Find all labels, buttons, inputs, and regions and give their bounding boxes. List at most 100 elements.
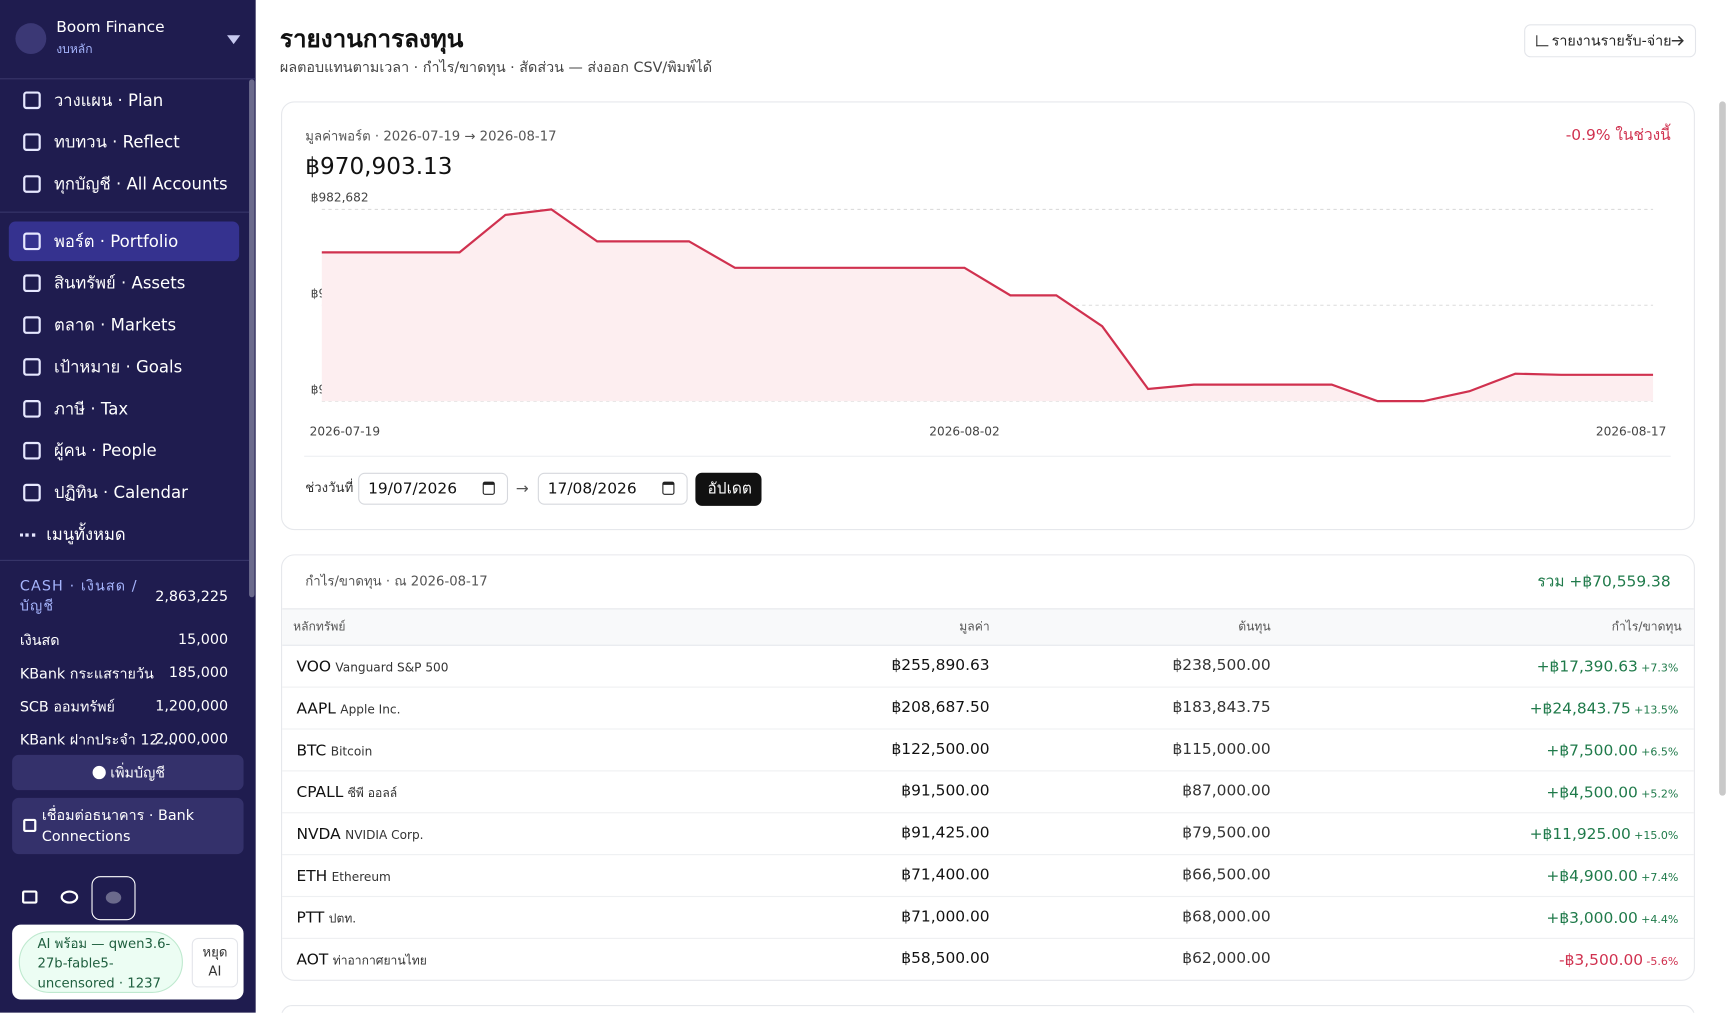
pnl-card <box>281 554 1695 981</box>
calendar-icon <box>482 481 495 495</box>
pnl-percent: +7.4% <box>1641 872 1679 885</box>
pnl-percent: -5.6% <box>1646 956 1679 969</box>
security: PTT ปตท. <box>296 906 356 928</box>
ai-stop-button[interactable] <box>191 937 239 988</box>
security: VOO Vanguard S&P 500 <box>296 655 448 676</box>
nav-item[interactable]: ภาษี · Tax <box>53 398 129 419</box>
symbol: BTC <box>296 742 327 760</box>
security: CPALL ซีพี ออลล์ <box>296 780 397 802</box>
chat-button[interactable] <box>91 876 136 921</box>
column-header: หลักทรัพย์ <box>293 619 346 634</box>
nav-item[interactable]: วางแผน · Plan <box>53 90 164 111</box>
pnl-percent: +7.3% <box>1641 662 1679 675</box>
pnl-caption: กำไร/ขาดทุน · ณ 2026-08-17 <box>305 573 488 590</box>
column-header: มูลค่า <box>959 619 990 634</box>
account-amount: 185,000 <box>168 665 229 682</box>
divider <box>0 78 256 80</box>
account-amount: 2,000,000 <box>155 731 229 748</box>
symbol: ETH <box>296 867 328 886</box>
row-divider <box>282 770 1694 772</box>
nav-active <box>8 221 240 262</box>
area <box>321 209 1654 402</box>
nav-more[interactable]: เมนูทั้งหมด <box>46 524 126 545</box>
nav-item[interactable]: ทุกบัญชี · All Accounts <box>53 174 228 194</box>
ai-stop[interactable]: หยุด AI <box>202 944 228 979</box>
more-icon <box>19 533 36 537</box>
column-header: กำไร/ขาดทุน <box>1611 619 1682 634</box>
cost: ฿68,000.00 <box>1182 908 1271 926</box>
date-to: 17/08/2026 <box>547 480 637 499</box>
nav-icon <box>23 133 41 151</box>
bank-icon <box>23 818 37 833</box>
row-divider <box>282 728 1694 730</box>
next-card <box>281 1005 1695 1013</box>
add-account: เพิ่มบัญชี <box>110 765 166 782</box>
pnl-percent: +4.4% <box>1641 914 1679 927</box>
pnl-amount: +฿4,900.00 <box>1546 867 1638 886</box>
security: AAPL Apple Inc. <box>296 697 400 718</box>
cost: ฿79,500.00 <box>1182 824 1271 842</box>
nav-item[interactable]: ทบทวน · Reflect <box>53 132 180 153</box>
cost: ฿66,500.00 <box>1182 866 1271 884</box>
scrollbar <box>249 79 255 598</box>
nav-item[interactable]: ผู้คน · People <box>53 440 157 461</box>
symbol: AAPL <box>296 700 336 718</box>
ai-status: AI พร้อม — qwen3.6-27b-fable5-uncensored… <box>37 935 171 991</box>
update-button[interactable] <box>695 472 762 506</box>
pnl: +฿11,925.00 +15.0% <box>1530 823 1679 844</box>
account-name[interactable]: KBank ฝากประจำ 12 ... <box>19 732 177 749</box>
account-name[interactable]: KBank กระแสรายวัน <box>19 666 154 683</box>
logo <box>15 23 47 54</box>
date-to-input[interactable] <box>537 472 688 505</box>
tool-icon[interactable] <box>22 890 38 904</box>
security-name: ปตท. <box>328 911 357 926</box>
nav-icon <box>23 441 41 460</box>
pnl-amount: +฿4,500.00 <box>1546 784 1638 802</box>
account-name[interactable]: เงินสด <box>19 633 60 650</box>
nav-icon <box>23 175 41 193</box>
portfolio-caption: มูลค่าพอร์ต · 2026-07-19 → 2026-08-17 <box>305 128 557 144</box>
security-name: ซีพี ออลล์ <box>347 785 398 801</box>
value: ฿208,687.50 <box>891 698 990 717</box>
chart-icon <box>1536 35 1549 47</box>
portfolio-change: -0.9% ในช่วงนี้ <box>1565 126 1671 145</box>
symbol: VOO <box>296 658 332 677</box>
security-name: ท่าอากาศยานไทย <box>332 953 427 968</box>
add-account-button[interactable] <box>12 754 244 791</box>
nav-item[interactable]: ปฏิทิน · Calendar <box>53 482 188 503</box>
pnl-amount: +฿3,000.00 <box>1546 909 1638 928</box>
cost: ฿183,843.75 <box>1172 698 1271 717</box>
x-tick-label: 2026-08-02 <box>929 424 999 438</box>
cash-title: CASH · เงินสด / บัญชี <box>19 578 138 615</box>
report-button[interactable] <box>1524 24 1697 58</box>
nav-item[interactable]: เป้าหมาย · Goals <box>53 357 183 377</box>
bank-button[interactable] <box>12 797 244 855</box>
hide-icon[interactable] <box>60 890 79 904</box>
security-name: Bitcoin <box>330 744 373 759</box>
nav-icon <box>23 400 41 418</box>
chat-icon <box>105 891 122 904</box>
pnl-percent: +15.0% <box>1634 830 1679 843</box>
report-link[interactable]: รายงานรายรับ-จ่าย <box>1551 33 1672 51</box>
pnl-amount: +฿17,390.63 <box>1536 658 1638 677</box>
row-divider <box>282 937 1694 939</box>
update[interactable]: อัปเดต <box>707 480 752 499</box>
caret[interactable] <box>226 34 241 45</box>
plus-icon <box>92 765 106 780</box>
pnl-percent: +13.5% <box>1634 704 1679 717</box>
account-name[interactable]: SCB ออมทรัพย์ <box>19 699 115 716</box>
value: ฿122,500.00 <box>891 740 990 759</box>
security-name: Vanguard S&P 500 <box>335 660 449 675</box>
pnl-total: รวม +฿70,559.38 <box>1537 573 1671 591</box>
date-from-input[interactable] <box>358 472 509 505</box>
pnl-percent: +6.5% <box>1641 746 1679 759</box>
divider <box>0 559 250 561</box>
nav-item[interactable]: สินทรัพย์ · Assets <box>53 273 186 294</box>
security-name: NVIDIA Corp. <box>345 828 424 843</box>
date-from: 19/07/2026 <box>368 480 458 499</box>
page-subtitle: ผลตอบแทนตามเวลา · กำไร/ขาดทุน · สัดส่วน … <box>279 60 713 77</box>
nav-item[interactable]: ตลาด · Markets <box>53 315 177 336</box>
nav-item[interactable]: พอร์ต · Portfolio <box>53 231 179 252</box>
nav-icon <box>23 232 41 251</box>
